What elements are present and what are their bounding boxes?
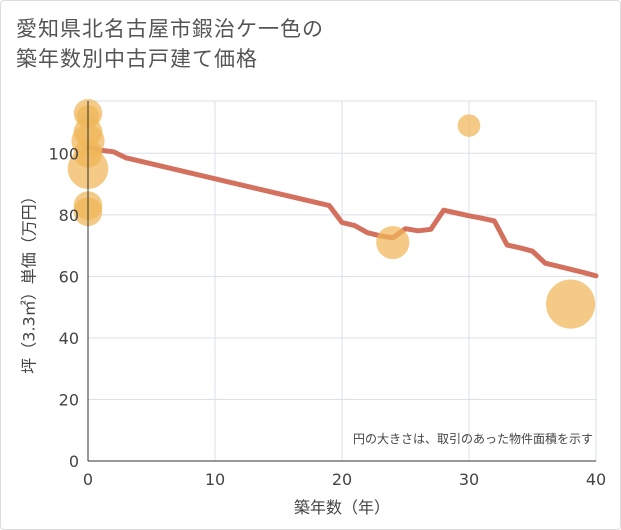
bubble-size-note: 円の大きさは、取引のあった物件面積を示す (353, 431, 593, 446)
chart-title: 愛知県北名古屋市鍜治ケ一色の 築年数別中古戸建て価格 (16, 14, 324, 74)
x-tick-label: 10 (205, 470, 225, 489)
y-tick-label: 20 (59, 390, 79, 409)
chart-title-line-1: 愛知県北名古屋市鍜治ケ一色の (16, 17, 324, 41)
x-tick-label: 0 (83, 470, 93, 489)
axes: 0 10 20 30 40 0 20 40 60 80 100 (48, 101, 606, 489)
y-tick-label: 40 (59, 329, 79, 348)
x-tick-label: 20 (332, 470, 352, 489)
average-price-line (85, 144, 599, 279)
x-tick-label: 40 (586, 470, 606, 489)
x-axis-title: 築年数（年） (294, 498, 390, 517)
transaction-bubble (457, 114, 481, 137)
y-tick-label: 80 (59, 206, 79, 225)
y-tick-label: 60 (59, 267, 79, 286)
bubble-series (67, 99, 596, 329)
line-series (85, 144, 599, 279)
transaction-bubble (376, 225, 410, 260)
x-tick-label: 30 (459, 470, 479, 489)
y-tick-label: 100 (48, 144, 79, 163)
y-axis-title: 坪（3.3㎡）単価（万円） (20, 188, 39, 373)
chart-title-line-2: 築年数別中古戸建て価格 (16, 47, 258, 71)
grid-lines (87, 100, 597, 462)
y-tick-label: 0 (69, 452, 79, 471)
transaction-bubble (546, 279, 596, 329)
